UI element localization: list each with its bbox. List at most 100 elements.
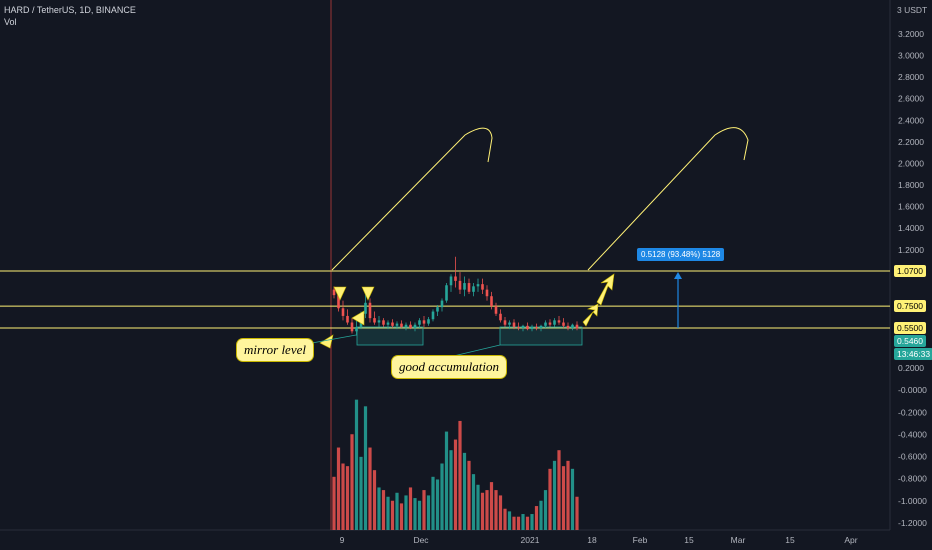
volume-bar bbox=[575, 496, 579, 530]
candle-body bbox=[422, 320, 426, 324]
time-tick-label: 9 bbox=[340, 535, 345, 545]
price-tick-label: 2.4000 bbox=[898, 115, 924, 125]
volume-bar bbox=[471, 474, 476, 530]
volume-bar bbox=[435, 479, 440, 530]
down-arrow-icon bbox=[333, 286, 347, 301]
volume-bar bbox=[462, 452, 467, 530]
volume-bar bbox=[336, 447, 341, 530]
measure-label: 0.5128 (93.48%) 5128 bbox=[637, 248, 725, 261]
down-arrow-icon bbox=[361, 286, 375, 301]
volume-bar bbox=[444, 431, 449, 530]
volume-bar bbox=[552, 460, 557, 530]
candle-body bbox=[557, 320, 561, 323]
symbol-title[interactable]: HARD / TetherUS, 1D, BINANCE bbox=[4, 5, 136, 15]
volume-bar bbox=[359, 456, 363, 530]
projection-curve-right bbox=[587, 127, 749, 271]
candle-body bbox=[427, 319, 430, 324]
candle-body bbox=[517, 326, 520, 328]
arrow-markers bbox=[319, 273, 615, 349]
measure-arrow-head bbox=[674, 272, 682, 279]
projection-curve-left bbox=[331, 127, 493, 271]
last-price-tag: 0.5460 bbox=[894, 335, 926, 347]
candle-body bbox=[445, 285, 448, 301]
time-tick-label: Dec bbox=[413, 535, 429, 545]
candle-body bbox=[413, 324, 417, 328]
volume-bar bbox=[354, 399, 359, 530]
candle-body bbox=[458, 280, 462, 290]
volume-bar bbox=[332, 476, 336, 530]
price-tick-label: -1.2000 bbox=[898, 518, 927, 528]
price-tick-label: -0.0000 bbox=[898, 385, 927, 395]
price-tag-level-low: 0.5500 bbox=[894, 322, 926, 334]
candle-body bbox=[341, 308, 345, 316]
time-tick-label: Mar bbox=[731, 535, 746, 545]
volume-bar bbox=[440, 463, 444, 530]
volume-bar bbox=[557, 450, 561, 530]
volume-bar bbox=[426, 495, 431, 530]
callout-pointers bbox=[311, 334, 501, 359]
time-tick-label: 15 bbox=[785, 535, 795, 545]
candle-body bbox=[382, 320, 385, 325]
candle-body bbox=[476, 284, 480, 287]
volume-bar bbox=[395, 492, 399, 530]
volume-bar bbox=[534, 506, 539, 530]
candle-body bbox=[355, 326, 358, 332]
price-tag-level-mid: 0.7500 bbox=[894, 300, 926, 312]
candle-body bbox=[395, 323, 399, 326]
price-tick-label: 1.6000 bbox=[898, 202, 924, 212]
accumulation-boxes bbox=[356, 326, 583, 346]
candle-body bbox=[490, 296, 493, 307]
volume-bar bbox=[503, 508, 507, 530]
price-tick-label: 2.0000 bbox=[898, 158, 924, 168]
volume-bar bbox=[548, 468, 552, 530]
volume-bar bbox=[458, 420, 462, 530]
price-tick-label: 1.4000 bbox=[898, 223, 924, 233]
time-tick-label: 15 bbox=[684, 535, 694, 545]
time-axis[interactable]: 9 Dec 2021 18 Feb 15 Mar 15 Apr bbox=[340, 535, 858, 545]
price-tick-label: 3.0000 bbox=[898, 51, 924, 61]
volume-bar bbox=[489, 482, 494, 530]
candle-body bbox=[566, 325, 570, 328]
volume-bars bbox=[332, 399, 579, 530]
volume-bar bbox=[570, 468, 575, 530]
candle-body bbox=[575, 324, 579, 329]
volume-bar bbox=[480, 492, 485, 530]
price-tick-label: 2.6000 bbox=[898, 94, 924, 104]
volume-bar bbox=[467, 460, 471, 530]
candle-body bbox=[485, 289, 489, 297]
horizontal-levels bbox=[0, 270, 890, 329]
volume-bar bbox=[476, 484, 480, 530]
volume-bar bbox=[399, 503, 404, 530]
candle-body bbox=[332, 289, 336, 296]
candle-body bbox=[481, 284, 484, 290]
candle-body bbox=[494, 306, 498, 314]
volume-bar bbox=[413, 498, 417, 530]
candle-body bbox=[391, 322, 394, 326]
candle-body bbox=[404, 324, 408, 327]
chart-header: HARD / TetherUS, 1D, BINANCE Vol bbox=[4, 4, 136, 28]
time-tick-label: Apr bbox=[844, 535, 857, 545]
volume-bar bbox=[422, 490, 426, 530]
candle-body bbox=[571, 324, 574, 328]
volume-bar bbox=[377, 487, 381, 530]
candle-body bbox=[364, 302, 367, 314]
volume-legend[interactable]: Vol bbox=[4, 17, 17, 27]
time-tick-label: Feb bbox=[633, 535, 648, 545]
candle-body bbox=[377, 320, 381, 323]
price-axis[interactable]: 3.2000 3.0000 2.8000 2.6000 2.4000 2.2000 2.00… bbox=[898, 29, 927, 528]
volume-bar bbox=[381, 490, 386, 530]
volume-bar bbox=[521, 514, 525, 530]
price-tick-label: -1.0000 bbox=[898, 496, 927, 506]
volume-bar bbox=[453, 439, 458, 530]
time-tick-label: 2021 bbox=[521, 535, 540, 545]
price-tick-label: 2.8000 bbox=[898, 72, 924, 82]
price-tick-label: -0.6000 bbox=[898, 452, 927, 462]
candle-body bbox=[512, 322, 516, 327]
candle-body bbox=[503, 320, 507, 325]
candle-body bbox=[467, 283, 471, 292]
accumulation-box-left bbox=[356, 326, 424, 346]
candle-body bbox=[526, 325, 529, 330]
candle-body bbox=[418, 320, 421, 325]
candle-body bbox=[409, 324, 412, 328]
